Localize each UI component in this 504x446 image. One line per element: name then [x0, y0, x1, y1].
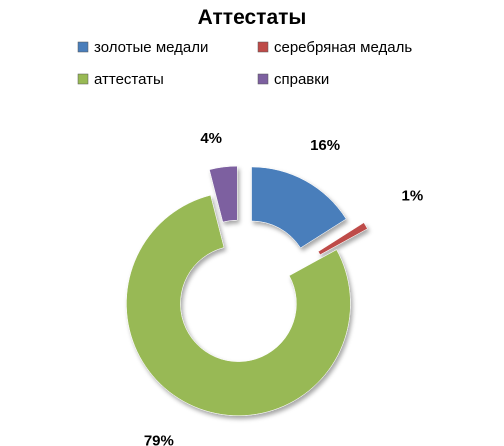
legend-item-3: справки — [257, 71, 329, 88]
legend-item-0: золотые медали — [77, 39, 208, 56]
data-labels: 16% 1% 79% 4% — [144, 130, 423, 446]
chart-title: Аттестаты — [198, 6, 307, 29]
slices — [126, 165, 368, 416]
legend-label-1: серебряная медаль — [274, 39, 412, 56]
legend-label-3: справки — [274, 71, 329, 88]
slice-3 — [209, 165, 238, 223]
data-label-2: 79% — [144, 432, 174, 446]
legend-swatch-1 — [257, 41, 269, 53]
data-label-0: 16% — [310, 137, 340, 154]
legend-swatch-0 — [77, 41, 89, 53]
slice-2 — [126, 194, 351, 416]
slice-0 — [251, 166, 347, 249]
data-label-3: 4% — [200, 130, 222, 147]
legend-item-1: серебряная медаль — [257, 39, 412, 56]
legend-swatch-3 — [257, 73, 269, 85]
legend-label-2: аттестаты — [94, 71, 164, 88]
data-label-1: 1% — [402, 187, 424, 204]
legend: золотые медали серебряная медаль аттестаты… — [77, 39, 412, 88]
legend-label-0: золотые медали — [94, 39, 208, 56]
legend-item-2: аттестаты — [77, 71, 164, 88]
legend-swatch-2 — [77, 73, 89, 85]
slice-1 — [317, 222, 368, 256]
